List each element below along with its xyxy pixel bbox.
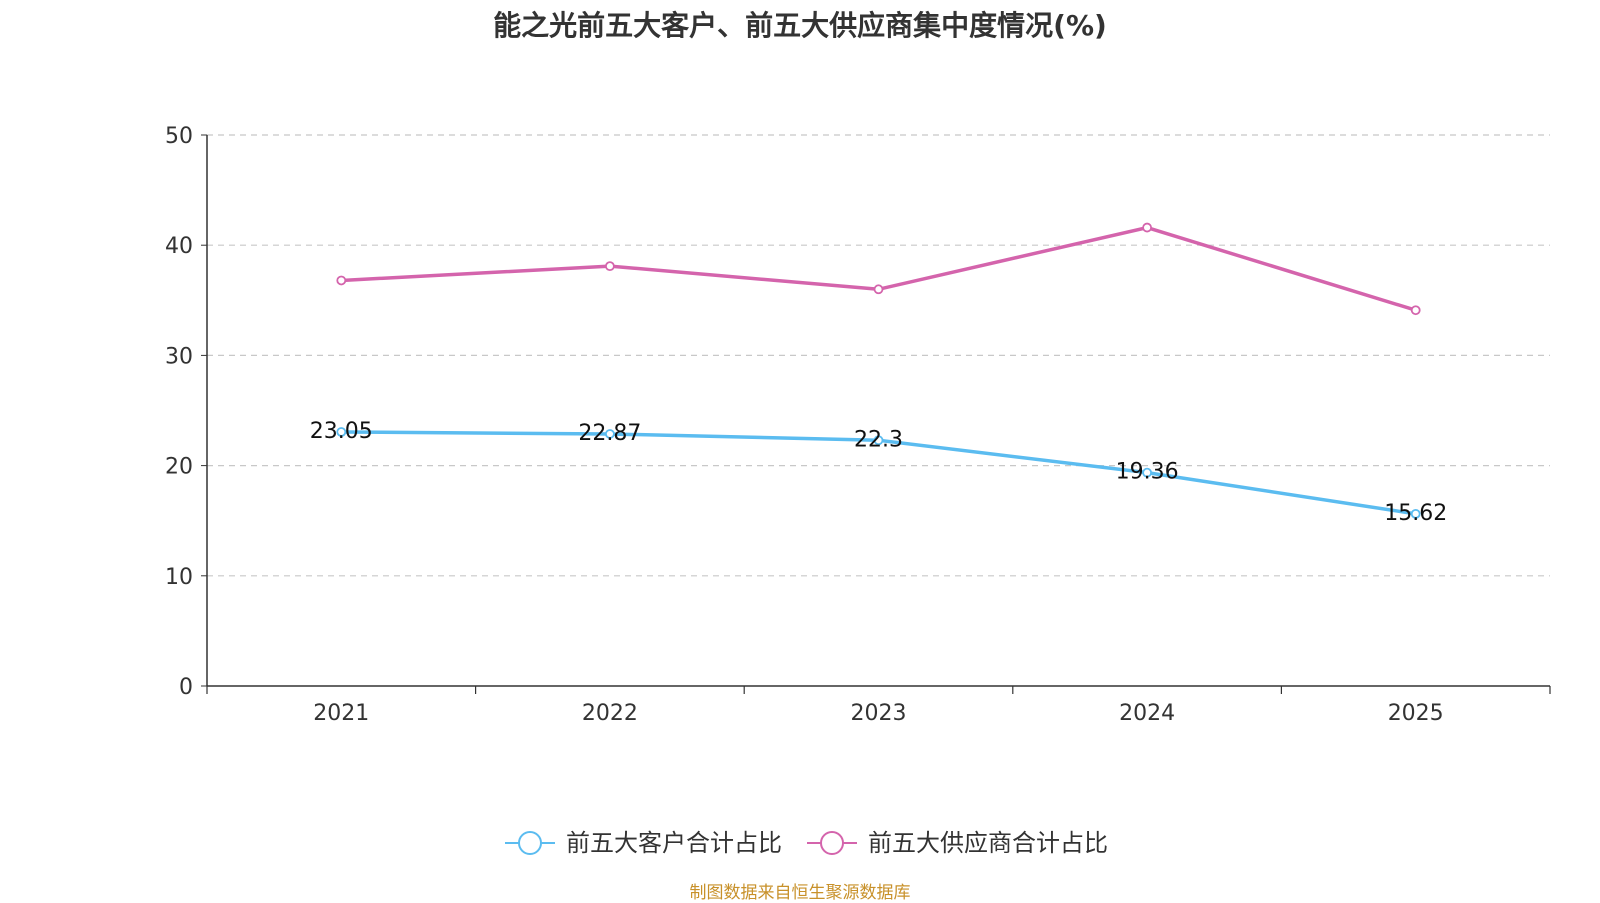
y-tick-label: 50 xyxy=(165,124,193,149)
series-line-2 xyxy=(341,225,1417,312)
x-tick-label: 2023 xyxy=(851,701,907,726)
data-point xyxy=(873,284,884,295)
data-point xyxy=(1142,467,1152,478)
y-tick-label: 40 xyxy=(165,234,193,259)
x-tick-label: 2025 xyxy=(1388,701,1444,726)
legend-marker xyxy=(820,831,844,855)
y-tick-label: 10 xyxy=(165,565,193,590)
data-label: 19.36 xyxy=(1116,460,1179,485)
x-tick-label: 2021 xyxy=(313,701,369,726)
data-point xyxy=(605,261,615,272)
legend-marker xyxy=(518,831,542,855)
data-point xyxy=(605,429,615,439)
y-tick-label: 30 xyxy=(165,344,193,369)
data-point xyxy=(1410,508,1421,519)
y-tick-label: 20 xyxy=(165,455,193,480)
data-label: 15.62 xyxy=(1384,501,1447,526)
data-point xyxy=(336,427,347,437)
data-label: 22.3 xyxy=(854,427,903,452)
data-point xyxy=(1410,305,1421,316)
data-point xyxy=(336,275,347,286)
legend-label: 前五大供应商合计占比 xyxy=(868,829,1108,857)
legend-label: 前五大客户合计占比 xyxy=(566,829,782,857)
data-point xyxy=(873,435,884,446)
data-point xyxy=(1142,222,1152,233)
x-tick-label: 2024 xyxy=(1119,701,1175,726)
chart-title: 能之光前五大客户、前五大供应商集中度情况(%) xyxy=(493,9,1107,42)
chart-source: 制图数据来自恒生聚源数据库 xyxy=(689,883,911,903)
y-tick-label: 0 xyxy=(179,675,193,700)
x-tick-label: 2022 xyxy=(582,701,638,726)
data-label: 22.87 xyxy=(578,421,641,446)
data-label: 23.05 xyxy=(310,419,373,444)
